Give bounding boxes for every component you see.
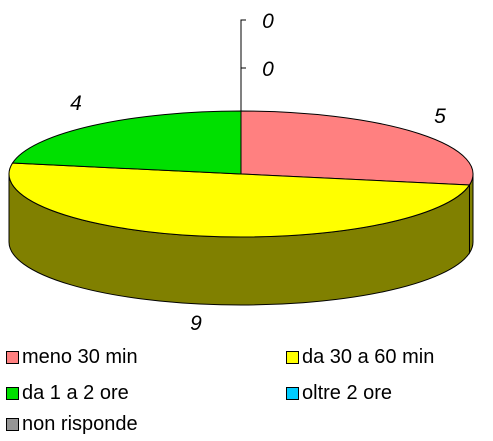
data-label-non-risponde: 0 [262, 58, 274, 81]
data-label-oltre-2-ore: 0 [262, 10, 274, 33]
pie-side-meno-30-min [468, 173, 474, 255]
pie-slice-meno-30-min [240, 110, 474, 186]
data-label-da-1-a-2-ore: 4 [70, 92, 82, 115]
pie-data-labels: 5 9 4 0 0 [70, 10, 446, 335]
pie-top-slices [8, 110, 474, 238]
data-label-da-30-a-60-min: 9 [190, 312, 202, 335]
data-label-meno-30-min: 5 [434, 105, 446, 128]
zero-slice-leader-line [240, 19, 246, 111]
pie-slice-da-1-a-2-ore [11, 110, 242, 175]
pie-slice-da-30-a-60-min [8, 162, 471, 238]
pie-leader-lines [240, 19, 246, 111]
